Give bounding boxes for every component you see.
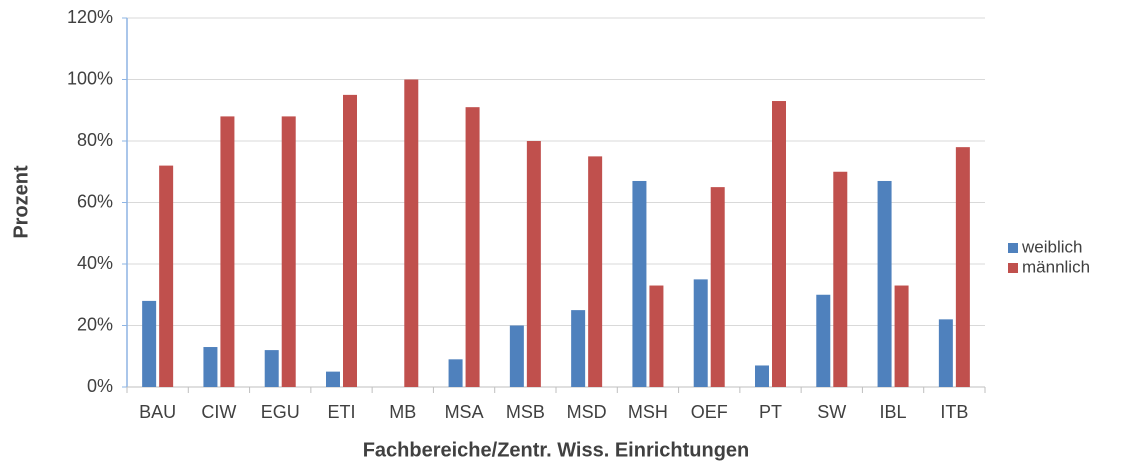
bar: [203, 347, 218, 387]
bar: [343, 94, 357, 387]
x-tick-label: IBL: [880, 402, 907, 422]
x-tick-label: MSB: [506, 402, 545, 422]
bar: [264, 350, 279, 387]
x-tick-label: MSH: [628, 402, 668, 422]
legend-swatch: [1008, 243, 1018, 253]
x-tick-label: OEF: [691, 402, 728, 422]
bar: [877, 180, 892, 387]
x-tick-label: EGU: [261, 402, 300, 422]
bar: [448, 359, 463, 387]
x-tick-label: PT: [759, 402, 782, 422]
bar: [710, 187, 725, 387]
y-axis-title: Prozent: [10, 165, 32, 239]
y-tick-label: 0%: [87, 376, 113, 396]
bar: [772, 101, 786, 388]
bar: [142, 300, 157, 387]
bar: [649, 285, 664, 387]
y-tick-label: 120%: [67, 7, 113, 27]
bar: [220, 116, 235, 388]
bar: [693, 279, 708, 387]
y-tick-label: 80%: [77, 130, 113, 150]
x-tick-label: BAU: [139, 402, 176, 422]
bar: [755, 365, 769, 387]
bar: [588, 156, 603, 387]
y-tick-label: 60%: [77, 191, 113, 211]
bar: [632, 180, 647, 387]
x-tick-label: MSD: [567, 402, 607, 422]
bar: [509, 325, 524, 387]
bar: [159, 165, 174, 387]
bar: [326, 371, 340, 387]
x-tick-label: SW: [817, 402, 846, 422]
x-tick-label: CIW: [201, 402, 236, 422]
legend-swatch: [1008, 263, 1018, 273]
bar: [938, 319, 953, 387]
bar: [816, 294, 831, 387]
y-tick-label: 40%: [77, 253, 113, 273]
legend-label: männlich: [1022, 257, 1090, 276]
bar: [281, 116, 296, 388]
x-tick-label: MSA: [445, 402, 484, 422]
bar: [833, 171, 848, 387]
bar: [465, 107, 480, 388]
bar: [894, 285, 909, 387]
bar: [526, 141, 541, 387]
bar: [404, 79, 419, 387]
x-tick-label: MB: [389, 402, 416, 422]
bar: [571, 310, 586, 387]
bar: [955, 147, 970, 387]
x-tick-label: ITB: [940, 402, 968, 422]
x-tick-label: ETI: [327, 402, 355, 422]
y-tick-label: 100%: [67, 68, 113, 88]
y-tick-label: 20%: [77, 314, 113, 334]
legend-label: weiblich: [1021, 237, 1082, 256]
x-axis-title: Fachbereiche/Zentr. Wiss. Einrichtungen: [363, 439, 750, 461]
